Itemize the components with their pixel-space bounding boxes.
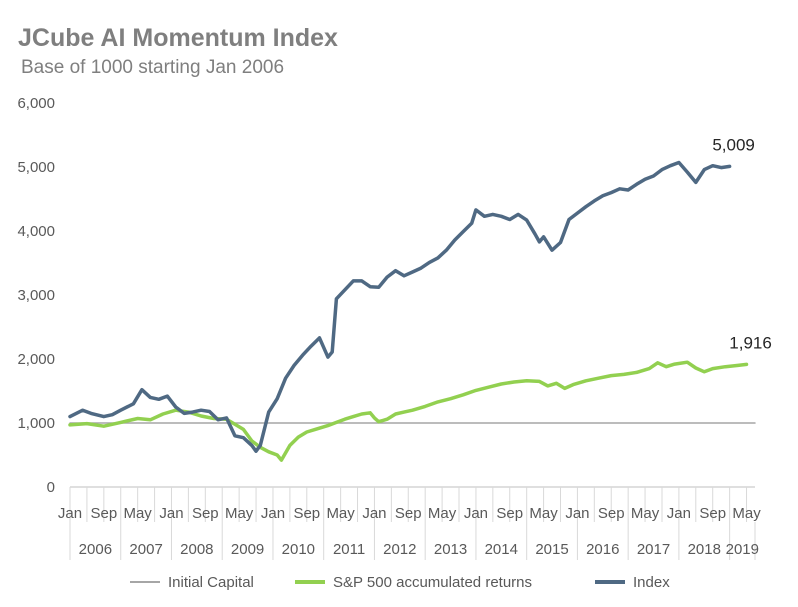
y-tick-label: 5,000	[17, 159, 55, 176]
x-month-label: Jan	[159, 505, 183, 522]
x-year-label: 2019	[726, 541, 759, 558]
x-month-label: Sep	[598, 505, 625, 522]
series-line-sp500	[68, 360, 749, 462]
annotation-layer: 5,009 1,916	[712, 135, 771, 352]
chart-subtitle: Base of 1000 starting Jan 2006	[21, 57, 285, 78]
x-month-label: May	[326, 505, 355, 522]
x-month-label: Jan	[565, 505, 589, 522]
x-year-label: 2015	[535, 541, 568, 558]
x-month-label: May	[225, 505, 254, 522]
x-month-label: Sep	[496, 505, 523, 522]
x-year-label: 2008	[180, 541, 213, 558]
x-month-label: Sep	[699, 505, 726, 522]
x-month-label: Sep	[192, 505, 219, 522]
y-axis: 0 1,000 2,000 3,000 4,000 5,000 6,000	[17, 95, 55, 496]
x-month-label: Jan	[667, 505, 691, 522]
end-value-label: 1,916	[729, 333, 772, 352]
legend-item: Index	[595, 574, 670, 591]
end-value-label: 5,009	[712, 135, 755, 154]
legend-label: Initial Capital	[168, 574, 254, 591]
x-month-label: Jan	[261, 505, 285, 522]
series-layer	[68, 160, 756, 462]
y-tick-label: 6,000	[17, 95, 55, 112]
x-month-label: May	[732, 505, 761, 522]
legend-item: Initial Capital	[130, 574, 254, 591]
x-year-label: 2010	[282, 541, 315, 558]
x-month-label: Jan	[362, 505, 386, 522]
y-tick-label: 0	[47, 479, 55, 496]
x-year-label: 2018	[688, 541, 721, 558]
legend-item: S&P 500 accumulated returns	[295, 574, 532, 591]
series-line-index	[68, 160, 732, 453]
y-tick-label: 4,000	[17, 223, 55, 240]
x-year-label: 2009	[231, 541, 264, 558]
x-axis: Jan Sep May Jan Sep May Jan Sep May Jan Sep May Jan S…	[58, 486, 761, 560]
x-year-label: 2011	[333, 541, 365, 558]
x-year-label: 2007	[129, 541, 162, 558]
x-month-label: Sep	[90, 505, 117, 522]
y-tick-label: 3,000	[17, 287, 55, 304]
x-year-label: 2016	[586, 541, 619, 558]
chart-title: JCube AI Momentum Index	[18, 24, 338, 52]
legend: Initial Capital S&P 500 accumulated retur…	[130, 574, 670, 591]
legend-label: Index	[633, 574, 670, 591]
x-month-label: Jan	[464, 505, 488, 522]
x-year-label: 2013	[434, 541, 467, 558]
y-tick-label: 2,000	[17, 351, 55, 368]
x-year-label: 2012	[383, 541, 416, 558]
x-month-label: May	[631, 505, 660, 522]
x-year-label: 2014	[485, 541, 518, 558]
x-month-label: Jan	[58, 505, 82, 522]
legend-label: S&P 500 accumulated returns	[333, 574, 532, 591]
x-year-label: 2017	[637, 541, 670, 558]
x-month-label: May	[529, 505, 558, 522]
x-month-label: May	[428, 505, 457, 522]
x-month-label: May	[123, 505, 152, 522]
x-month-label: Sep	[395, 505, 422, 522]
y-tick-label: 1,000	[17, 415, 55, 432]
x-month-label: Sep	[293, 505, 320, 522]
x-year-label: 2006	[79, 541, 112, 558]
